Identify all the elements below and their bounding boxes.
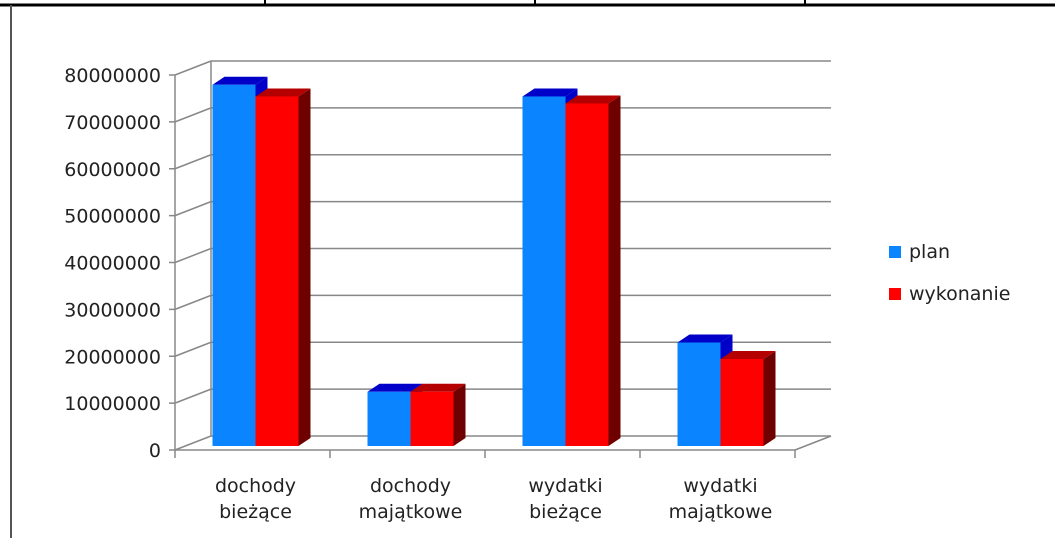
bar-side-face: [608, 95, 621, 446]
bar-top-face: [720, 350, 776, 359]
y-tick-label: 10000000: [64, 393, 161, 415]
floor-right-edge: [794, 435, 832, 451]
y-tick-label: 70000000: [64, 112, 161, 134]
bars: [212, 76, 776, 446]
y-tick-label: 20000000: [64, 346, 161, 368]
bar-wykonanie: [720, 350, 776, 446]
y-tick-label: 40000000: [64, 253, 161, 275]
bar-top-face: [565, 95, 621, 104]
bar-top-face: [367, 383, 423, 392]
bar-front-face: [677, 342, 721, 446]
x-tick-label: dochody: [370, 475, 451, 497]
gridline-side: [174, 294, 212, 311]
bar-front-face: [255, 96, 299, 446]
x-tick-label: bieżące: [529, 501, 602, 523]
x-tick-label: wydatki: [528, 475, 602, 497]
bar-side-face: [763, 350, 776, 446]
y-tick-label: 80000000: [64, 65, 161, 87]
x-tick-label: wydatki: [683, 475, 757, 497]
y-tick-label: 30000000: [64, 299, 161, 321]
x-axis-labels: dochody bieżące dochody majątkowe wydatki bie…: [215, 475, 772, 523]
x-tick-label: majątkowe: [669, 501, 773, 523]
gridline-side: [174, 435, 212, 451]
bar-side-face: [453, 383, 466, 446]
bar-front-face: [522, 96, 566, 446]
bar-top-face: [212, 76, 268, 85]
gridline-side: [174, 107, 212, 123]
x-tick-label: majątkowe: [359, 501, 463, 523]
gridline-side: [174, 247, 212, 264]
gridline-side: [174, 200, 212, 217]
bar-top-face: [410, 383, 466, 392]
y-tick-label: 60000000: [64, 159, 161, 181]
gridline-side: [174, 341, 212, 357]
legend: plan wykonanie: [889, 241, 1010, 305]
x-tick-label: bieżące: [219, 501, 292, 523]
bar-front-face: [367, 391, 411, 446]
bar-front-face: [212, 84, 256, 446]
legend-swatch-wykonanie: [889, 288, 901, 300]
bar-front-face: [410, 391, 454, 446]
bar-top-face: [255, 88, 311, 97]
legend-swatch-plan: [889, 246, 901, 258]
gridlines: [174, 60, 831, 451]
gridline-side: [174, 60, 212, 76]
bar-side-face: [298, 88, 311, 446]
bar-top-face: [522, 88, 578, 97]
bar-wykonanie: [255, 88, 311, 446]
legend-label-wykonanie: wykonanie: [909, 283, 1010, 305]
bar-top-face: [677, 334, 733, 343]
bar-front-face: [720, 358, 764, 446]
bar-wykonanie: [565, 95, 621, 446]
x-tick-label: dochody: [215, 475, 296, 497]
bar-front-face: [565, 103, 609, 446]
gridline-side: [174, 388, 212, 404]
y-tick-label: 50000000: [64, 206, 161, 228]
y-axis-ticks: 0 10000000 20000000 30000000 40000000 5000000…: [64, 65, 175, 462]
y-tick-label: 0: [149, 440, 161, 462]
legend-label-plan: plan: [909, 241, 950, 263]
bar-wykonanie: [410, 383, 466, 446]
gridline-side: [174, 154, 212, 170]
